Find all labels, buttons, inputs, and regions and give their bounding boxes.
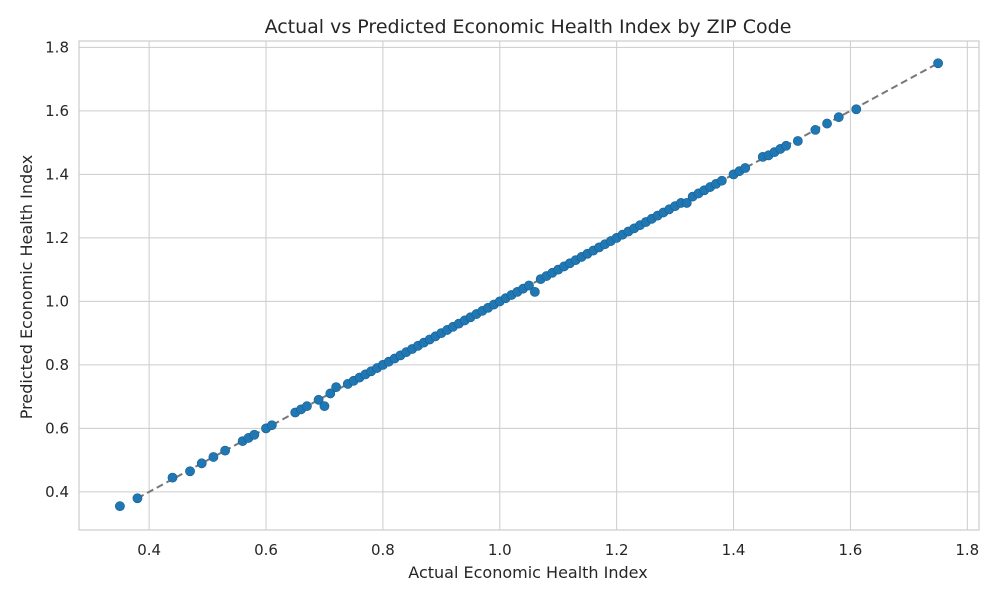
plot-frame <box>78 40 980 531</box>
data-point <box>716 175 727 186</box>
data-point <box>851 104 862 115</box>
data-point <box>302 401 312 412</box>
x-tick-label: 0.8 <box>371 541 395 559</box>
x-tick-label: 1.4 <box>722 541 746 559</box>
data-point <box>249 429 260 440</box>
x-tick-label: 1.8 <box>955 541 979 559</box>
data-point <box>220 445 231 456</box>
x-tick-label: 0.6 <box>254 541 278 559</box>
data-point <box>822 118 832 129</box>
y-tick-label: 1.2 <box>45 229 69 247</box>
data-point <box>185 466 195 477</box>
data-point <box>331 382 342 393</box>
data-point <box>266 420 277 431</box>
data-point <box>781 140 792 151</box>
data-point <box>740 163 751 173</box>
x-tick-label: 1.6 <box>838 541 862 559</box>
x-axis-title: Actual Economic Health Index <box>408 563 647 582</box>
y-tick-labels: 0.4 0.6 0.8 1.0 1.2 1.4 1.6 1.8 <box>45 38 69 501</box>
data-point <box>681 198 692 208</box>
y-tick-label: 1.4 <box>45 165 69 183</box>
data-point <box>319 401 330 412</box>
data-point <box>933 58 943 69</box>
x-tick-labels: 0.4 0.6 0.8 1.0 1.2 1.4 1.6 1.8 <box>137 541 979 559</box>
y-tick-label: 0.8 <box>45 356 69 374</box>
y-tick-label: 1.8 <box>45 38 69 56</box>
y-tick-label: 1.0 <box>45 292 69 310</box>
data-point <box>196 458 207 469</box>
data-point <box>792 136 803 146</box>
data-point <box>132 493 143 504</box>
axes-frame <box>78 40 980 531</box>
data-point <box>313 394 324 405</box>
chart-title: Actual vs Predicted Economic Health Inde… <box>265 16 792 38</box>
points-layer <box>115 58 943 512</box>
data-point <box>524 280 534 291</box>
data-point <box>833 112 844 123</box>
x-tick-label: 1.0 <box>488 541 512 559</box>
y-tick-label: 1.6 <box>45 102 69 120</box>
y-tick-label: 0.6 <box>45 419 69 437</box>
data-point <box>208 452 219 462</box>
data-point <box>115 501 125 512</box>
x-tick-label: 0.4 <box>137 541 161 559</box>
x-tick-label: 1.2 <box>605 541 629 559</box>
data-point <box>810 125 821 135</box>
data-point <box>529 286 540 297</box>
grid <box>79 41 979 530</box>
data-point <box>167 472 178 483</box>
data-point <box>325 388 336 399</box>
y-axis-title: Predicted Economic Health Index <box>17 155 36 419</box>
y-tick-label: 0.4 <box>45 483 69 501</box>
